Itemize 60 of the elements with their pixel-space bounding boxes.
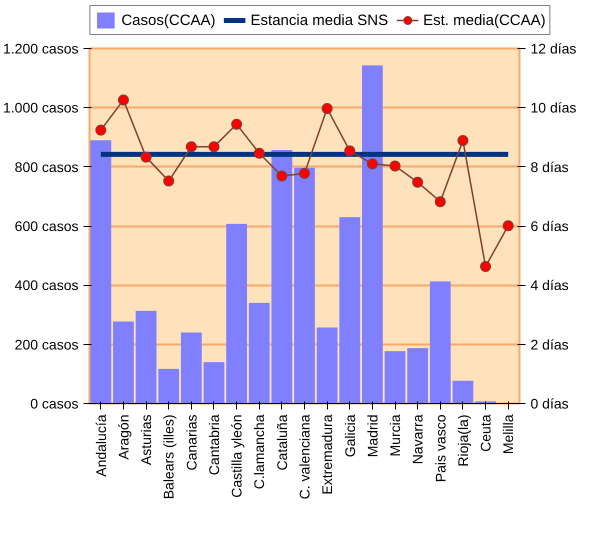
x-tick-label: Cantabria bbox=[206, 414, 222, 476]
x-tick-label: Castilla yleón bbox=[228, 414, 245, 498]
y2-tick-label: 4 días bbox=[530, 277, 569, 294]
x-tick-label: Madrid bbox=[364, 414, 380, 458]
x-tick-label: Extremadura bbox=[319, 414, 336, 495]
point bbox=[366, 158, 378, 170]
bar bbox=[339, 217, 360, 404]
x-tick-label: Galicia bbox=[342, 414, 358, 458]
x-tick-label: Rioja(la) bbox=[454, 414, 471, 467]
y-tick-label: 1.000 casos bbox=[3, 100, 79, 116]
y2-tick-label: 10 días bbox=[530, 100, 576, 116]
bar bbox=[248, 302, 270, 404]
y2-tick-label: 2 días bbox=[530, 336, 569, 352]
point bbox=[254, 148, 265, 159]
x-tick-label: Canarias bbox=[183, 414, 200, 471]
point bbox=[322, 103, 333, 114]
y2-tick-label: 8 días bbox=[530, 158, 569, 175]
bar bbox=[158, 368, 180, 404]
x-tick-label: Andalucía bbox=[92, 414, 109, 477]
x-tick-label: Pais vasco bbox=[432, 414, 448, 482]
y-tick-label: 400 casos bbox=[14, 277, 79, 294]
point bbox=[186, 141, 197, 152]
y-tick-label: 200 casos bbox=[14, 336, 79, 352]
point bbox=[434, 196, 446, 208]
x-tick-label: Balears (illes) bbox=[160, 414, 177, 500]
point bbox=[457, 135, 468, 146]
y2-tick-label: 12 días bbox=[530, 40, 576, 56]
y-tick-label: 0 casos bbox=[30, 396, 78, 412]
x-tick-label: Aragón bbox=[115, 414, 132, 460]
legend-label: Estancia media SNS bbox=[250, 12, 388, 28]
legend-label: Casos(CCAA) bbox=[121, 12, 216, 28]
x-tick-label: Asturias bbox=[138, 414, 154, 466]
y-tick-label: 600 casos bbox=[14, 218, 79, 234]
bar bbox=[430, 281, 451, 404]
y2-tick-label: 0 días bbox=[530, 396, 569, 412]
point bbox=[163, 176, 174, 187]
point bbox=[231, 118, 242, 130]
bar bbox=[90, 140, 112, 404]
x-tick-label: Navarra bbox=[410, 414, 426, 464]
point bbox=[344, 145, 356, 156]
x-tick-label: Ceuta bbox=[478, 414, 494, 452]
x-tick-label: C.lamancha bbox=[251, 414, 268, 490]
x-tick-label: Murcia bbox=[387, 414, 404, 457]
y2-tick-label: 6 días bbox=[530, 218, 569, 234]
x-tick-label: Cataluña bbox=[274, 414, 290, 471]
point bbox=[276, 170, 288, 182]
point bbox=[480, 261, 492, 272]
x-tick-label: Melilla bbox=[500, 414, 516, 454]
point bbox=[412, 176, 424, 188]
point bbox=[118, 94, 129, 106]
point bbox=[208, 141, 220, 152]
legend-label: Est. media(CCAA) bbox=[423, 12, 546, 28]
point bbox=[95, 124, 106, 136]
point bbox=[502, 220, 514, 232]
y-tick-label: 800 casos bbox=[14, 158, 79, 175]
x-tick-label: C. valenciana bbox=[296, 414, 312, 500]
y-tick-label: 1.200 casos bbox=[3, 40, 79, 56]
point bbox=[390, 160, 401, 172]
point bbox=[299, 168, 310, 179]
point bbox=[140, 152, 152, 163]
